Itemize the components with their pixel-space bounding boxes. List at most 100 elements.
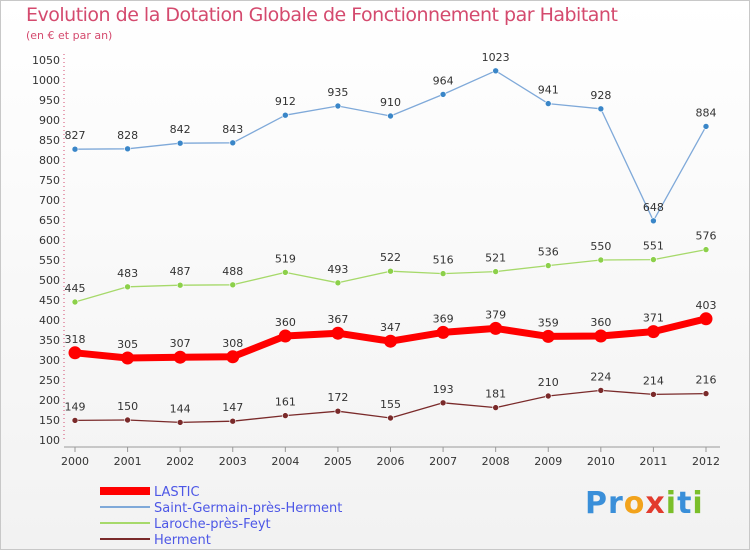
data-point — [176, 281, 184, 289]
data-label: 308 — [222, 337, 243, 350]
data-label: 884 — [696, 106, 717, 119]
x-tick-label: 2000 — [61, 455, 89, 468]
chart-subtitle: (en € et par an) — [26, 29, 113, 42]
y-tick-label: 1000 — [32, 74, 60, 87]
y-tick-label: 350 — [39, 334, 60, 347]
data-label: 161 — [275, 396, 296, 409]
data-point — [71, 145, 79, 153]
data-label: 181 — [485, 388, 506, 401]
data-label: 210 — [538, 376, 559, 389]
x-tick-label: 2003 — [219, 455, 247, 468]
data-point — [702, 246, 710, 253]
data-label: 155 — [380, 398, 401, 411]
data-label: 149 — [65, 400, 86, 413]
data-point — [68, 346, 82, 360]
data-point — [544, 262, 552, 269]
data-label: 519 — [275, 252, 296, 265]
legend-label: Saint-Germain-près-Herment — [154, 501, 342, 516]
data-point — [489, 321, 503, 335]
y-tick-label: 250 — [39, 374, 60, 387]
data-point — [702, 123, 710, 130]
x-tick-label: 2008 — [482, 455, 510, 468]
data-label: 827 — [65, 129, 86, 142]
data-point — [384, 334, 397, 348]
data-point — [387, 267, 394, 275]
data-point — [282, 269, 289, 276]
data-point — [334, 407, 342, 415]
data-point — [597, 387, 605, 394]
y-tick-label: 300 — [39, 354, 60, 367]
data-label: 144 — [170, 402, 191, 415]
data-label: 843 — [222, 123, 243, 136]
data-label: 307 — [170, 337, 191, 350]
data-label: 445 — [65, 282, 86, 295]
y-tick-label: 1050 — [32, 54, 60, 67]
y-tick-label: 200 — [39, 394, 60, 407]
x-tick-label: 2009 — [534, 455, 562, 468]
data-point — [597, 105, 605, 113]
x-tick-label: 2007 — [429, 455, 457, 468]
data-point — [124, 283, 131, 291]
data-label: 964 — [433, 74, 454, 87]
data-point — [544, 100, 552, 107]
data-label: 493 — [327, 263, 348, 276]
data-point — [331, 326, 345, 340]
data-point — [334, 102, 342, 110]
data-label: 367 — [327, 313, 348, 326]
x-tick-label: 2010 — [587, 455, 615, 468]
data-label: 305 — [117, 338, 138, 351]
data-label: 912 — [275, 95, 296, 108]
x-tick-label: 2001 — [114, 455, 142, 468]
data-point — [702, 390, 710, 397]
data-point — [229, 139, 237, 147]
data-label: 935 — [327, 86, 348, 99]
y-tick-label: 950 — [39, 94, 60, 107]
legend: LASTICSaint-Germain-près-HermentLaroche-… — [100, 485, 342, 548]
data-point — [124, 145, 131, 153]
data-point — [71, 417, 79, 424]
data-label: 1023 — [482, 51, 510, 64]
data-point — [387, 414, 394, 422]
data-label: 521 — [485, 252, 506, 265]
legend-label: Laroche-près-Feyt — [154, 517, 271, 532]
chart-title: Evolution de la Dotation Globale de Fonc… — [26, 4, 618, 26]
data-point — [173, 350, 187, 364]
series-line-saint-germain — [74, 70, 707, 222]
x-tick-label: 2005 — [324, 455, 352, 468]
data-point — [282, 412, 289, 419]
data-point — [492, 268, 499, 275]
data-label: 483 — [117, 267, 138, 280]
y-tick-label: 750 — [39, 174, 60, 187]
data-label: 516 — [433, 254, 454, 267]
data-label: 214 — [643, 374, 664, 387]
data-point — [650, 217, 657, 225]
y-tick-label: 400 — [39, 314, 60, 327]
x-tick-label: 2002 — [166, 455, 194, 468]
y-tick-label: 450 — [39, 294, 60, 307]
y-tick-label: 650 — [39, 214, 60, 227]
y-tick-label: 150 — [39, 414, 60, 427]
data-label: 522 — [380, 251, 401, 264]
y-tick-label: 900 — [39, 114, 60, 127]
data-label: 369 — [433, 312, 454, 325]
data-label: 360 — [275, 316, 296, 329]
logo-letter: P — [585, 486, 608, 521]
data-label: 360 — [590, 316, 611, 329]
data-label: 379 — [485, 308, 506, 321]
data-point — [544, 392, 552, 400]
data-label: 648 — [643, 201, 664, 214]
data-label: 216 — [696, 374, 717, 387]
y-tick-label: 850 — [39, 134, 60, 147]
data-point — [439, 270, 447, 277]
data-label: 536 — [538, 246, 559, 259]
data-label: 150 — [117, 400, 138, 413]
data-point — [699, 312, 713, 326]
x-tick-label: 2004 — [271, 455, 299, 468]
data-point — [650, 256, 657, 263]
data-label: 842 — [170, 123, 191, 136]
data-point — [597, 256, 605, 264]
data-label: 403 — [696, 299, 717, 312]
y-tick-label: 800 — [39, 154, 60, 167]
data-label: 487 — [170, 265, 191, 278]
data-point — [650, 391, 657, 398]
